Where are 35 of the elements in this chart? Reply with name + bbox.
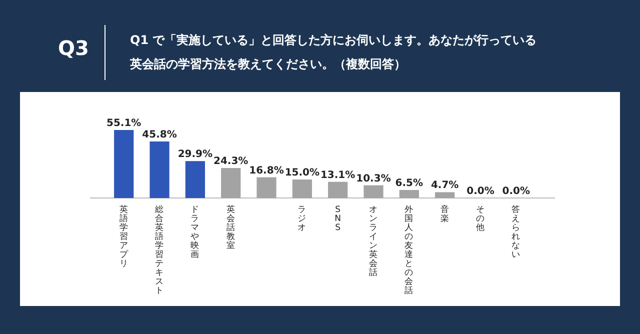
x-tick-label: 英会話教室 [226, 204, 236, 251]
x-tick-label: 答えられない [512, 204, 521, 260]
x-tick-label: オンライン英会話 [368, 205, 378, 278]
data-label: 15.0% [284, 167, 320, 178]
x-tick-label: 英語学習アプリ [119, 204, 130, 269]
bar [435, 192, 455, 198]
bar [150, 141, 170, 198]
bar [364, 185, 384, 198]
bar [114, 130, 134, 198]
x-tick-label: ラジオ [298, 205, 307, 233]
x-tick-label: 音楽 [440, 204, 450, 224]
category-label: 外国人の友達との会話 [404, 205, 414, 296]
data-label: 4.7% [430, 180, 459, 192]
data-label: 45.8% [142, 129, 177, 140]
x-tick-label: ドラマや映画 [190, 205, 200, 260]
category-label: 総合英語学習テキスト [155, 205, 164, 296]
x-tick-label: その他 [476, 205, 485, 233]
bar [292, 179, 312, 198]
data-label: 29.9% [178, 149, 213, 160]
data-label: 13.1% [320, 170, 356, 181]
data-label: 24.3% [213, 156, 248, 168]
data-label: 0.0% [466, 186, 494, 197]
bar [185, 161, 205, 198]
chart-subtitle: Q1 で「実施している」と回答した方にお伺いします。あなたが行っている英会話の学習方法を教えてください。（複数回答） [129, 33, 537, 71]
data-label: 6.5% [395, 178, 424, 189]
data-label: 0.0% [502, 186, 530, 197]
bar [399, 190, 419, 198]
bar [328, 182, 348, 198]
chart-title: Q3 [58, 36, 89, 60]
bar [256, 177, 276, 198]
bar [221, 168, 241, 198]
data-label: 55.1% [106, 118, 142, 129]
x-tick-label: SNS [334, 205, 342, 233]
data-label: 16.8% [249, 165, 284, 176]
data-label: 10.3% [356, 173, 391, 184]
